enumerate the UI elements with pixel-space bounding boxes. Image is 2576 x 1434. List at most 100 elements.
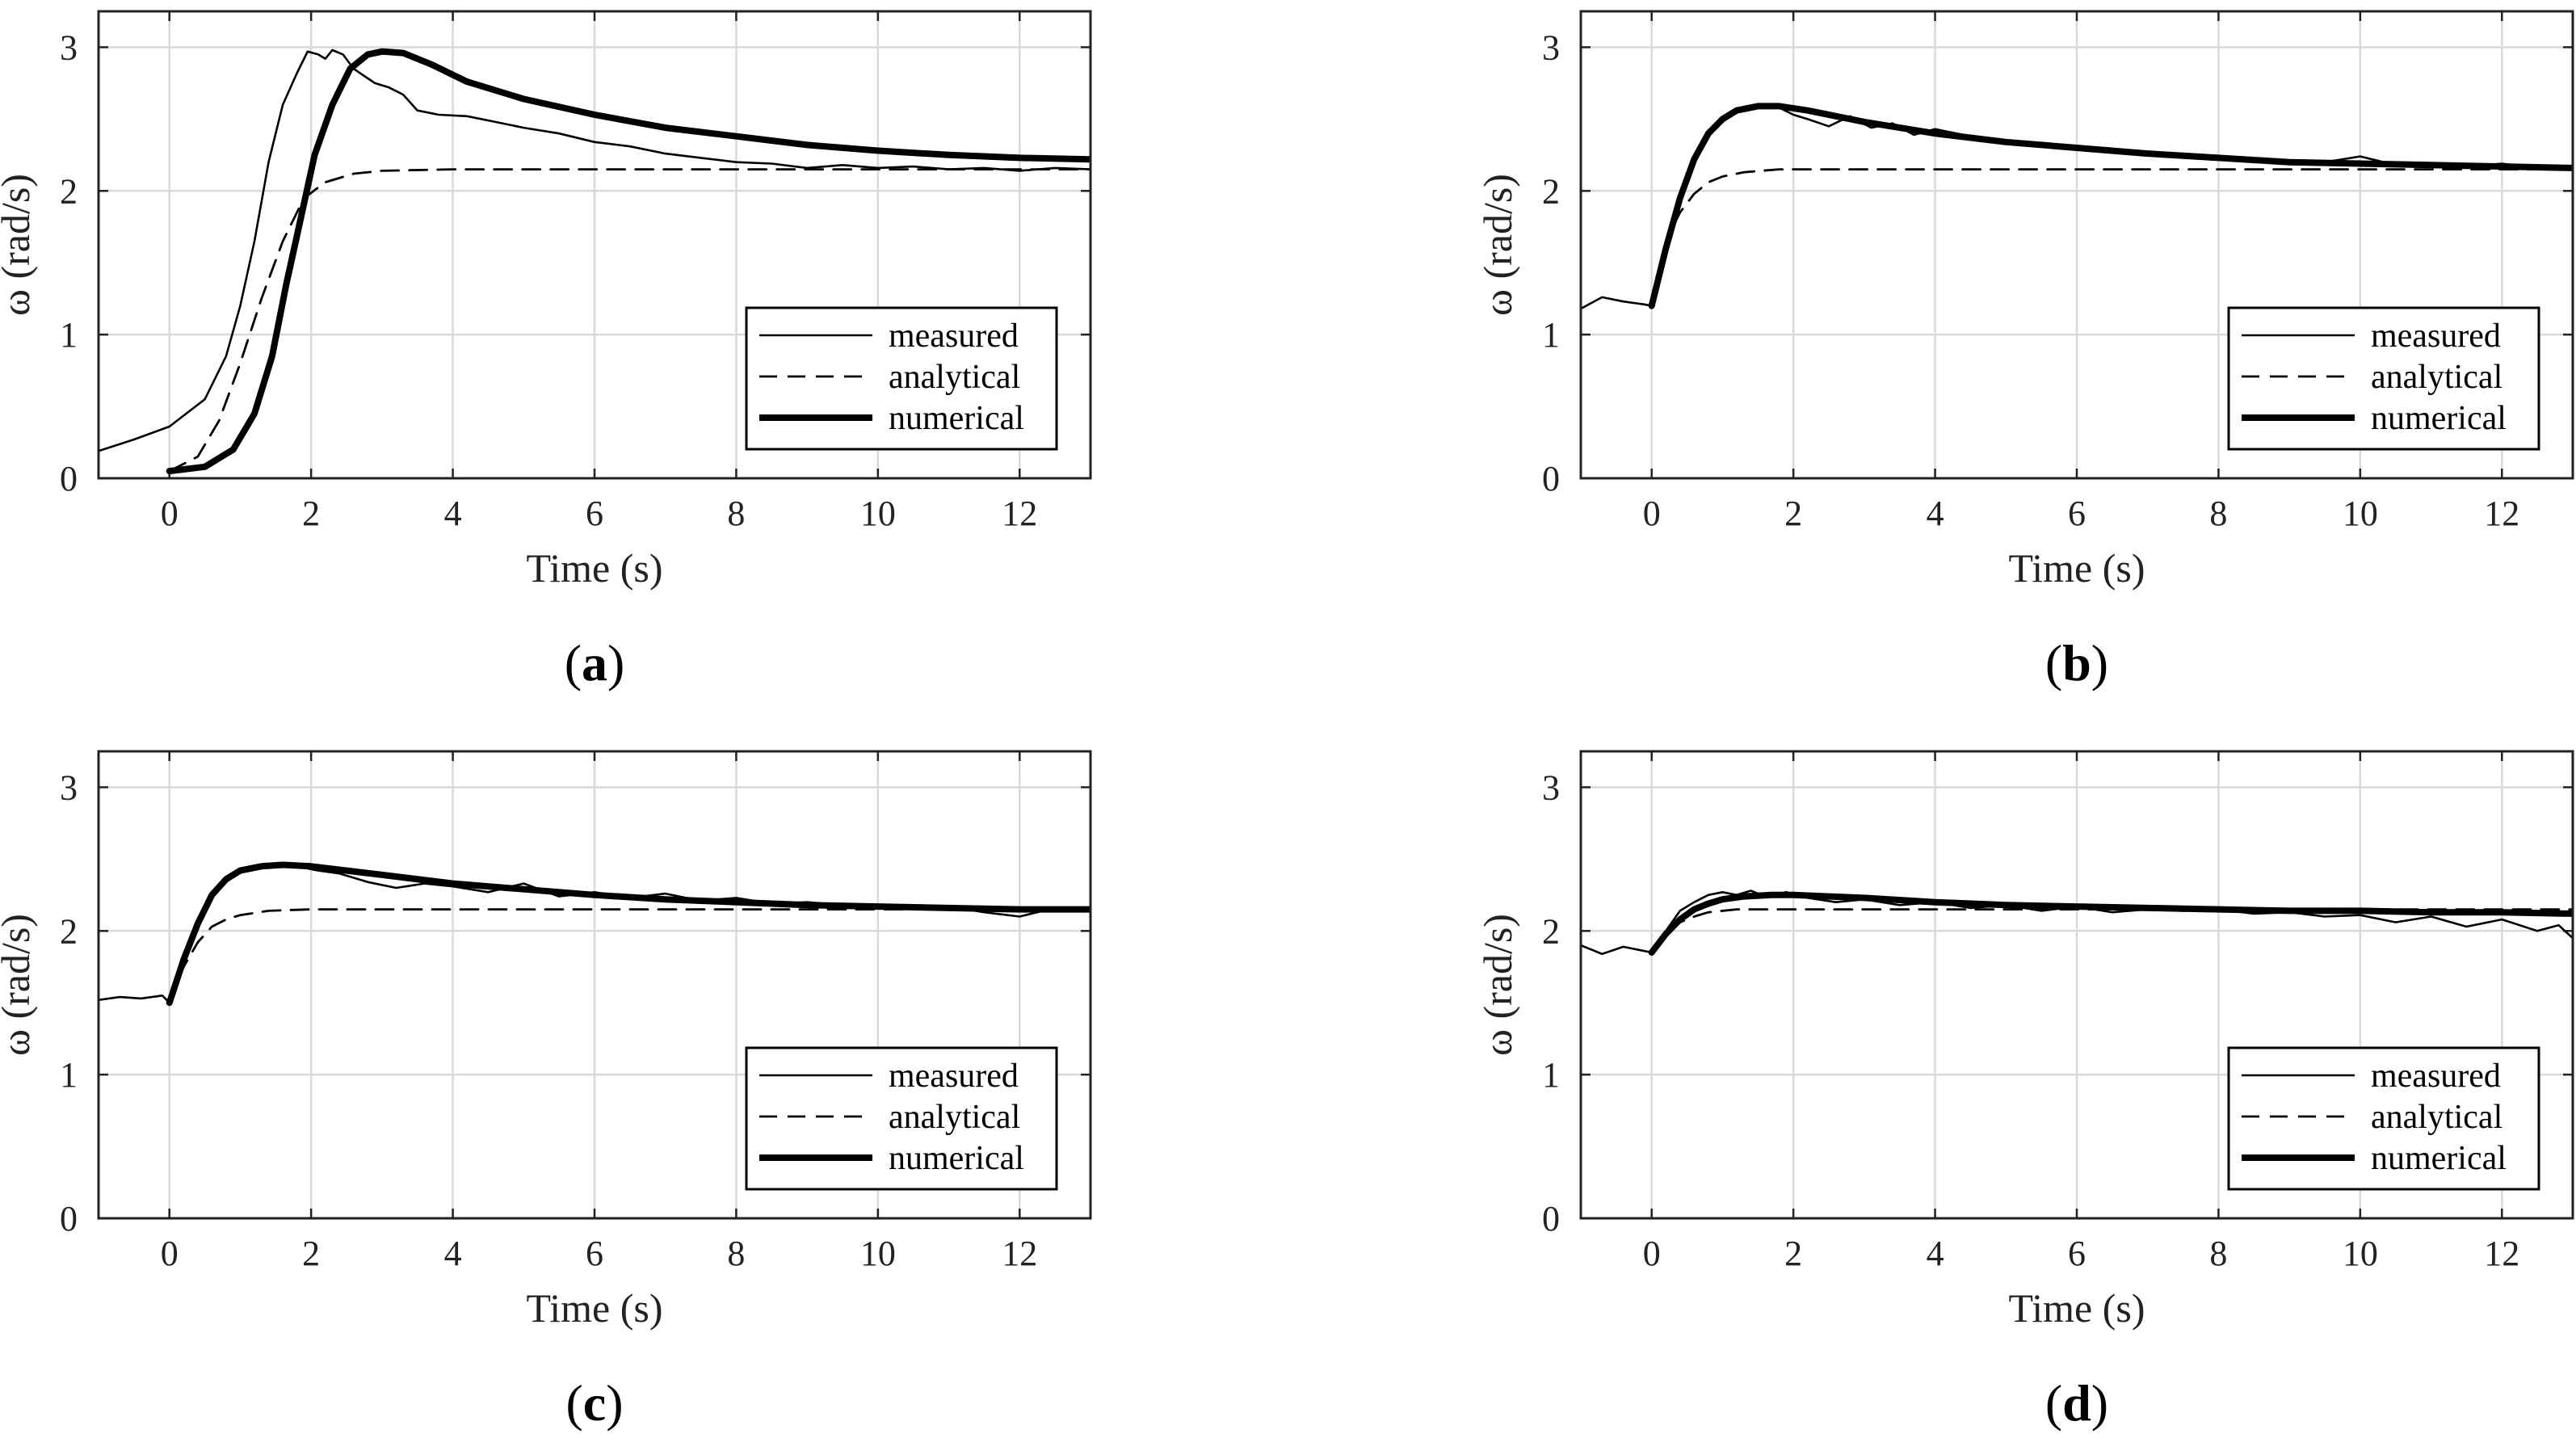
legend-label-analytical: analytical [2371,1099,2502,1136]
x-tick-label: 2 [1784,494,1802,533]
x-tick-label: 0 [1643,494,1661,533]
x-tick-label: 4 [1927,1234,1944,1273]
y-axis-label: ω (rad/s) [1475,914,1520,1056]
y-axis-label: ω (rad/s) [1475,174,1520,316]
chart-panel-a: 0 2 4 6 8 10 120123measuredanalyticalnumerical… [0,10,1092,692]
x-axis-label: Time (s) [526,1285,662,1331]
x-axis-label: Time (s) [2008,545,2145,591]
x-tick-label: 10 [2343,1234,2378,1273]
legend: measured analytical numerical [2227,1046,2540,1191]
x-axis-label: Time (s) [526,545,662,591]
y-tick-label: 1 [1542,1055,1560,1095]
x-tick-label: 4 [1927,494,1944,533]
legend-label-numerical: numerical [2371,1140,2507,1177]
x-tick-label: 4 [444,494,462,533]
panel-label-open-paren: ( [2045,1374,2062,1432]
legend-label-analytical: analytical [889,1099,1020,1136]
x-tick-label: 6 [586,1234,603,1273]
panel-label-open-paren: ( [565,1374,582,1432]
panel-label-open-paren: ( [565,634,582,692]
panel-label: (d) [2045,1374,2108,1432]
y-tick-label: 2 [60,911,78,951]
x-tick-label: 12 [1002,494,1037,533]
legend-label-numerical: numerical [2371,400,2507,437]
panel-label: (c) [565,1374,623,1432]
panel-label-open-paren: ( [2045,634,2062,692]
y-tick-label: 3 [60,27,78,67]
x-tick-label: 10 [860,494,896,533]
x-tick-label: 8 [727,494,745,533]
y-tick-label: 0 [1542,1199,1560,1238]
legend-box [2227,306,2540,451]
y-tick-label: 0 [60,459,78,498]
x-tick-label: 2 [302,1234,320,1273]
series-numerical-line [1648,103,2573,309]
legend-label-analytical: analytical [889,359,1020,396]
panel-label-letter: d [2062,1374,2091,1432]
legend-label-measured: measured [889,1058,1019,1095]
panel-label: (b) [2045,634,2108,692]
axes-frame [97,750,1092,1220]
y-tick-label: 2 [60,171,78,211]
legend-box [745,1046,1058,1191]
axes-frame [1579,10,2574,480]
panel-label-close-paren: ) [606,1374,623,1432]
y-tick-label: 2 [1542,171,1560,211]
y-tick-label: 3 [1542,27,1560,67]
legend: measured analytical numerical [745,1046,1058,1191]
x-tick-label: 12 [2484,1234,2519,1273]
chart-panel-d: 0 2 4 6 8 10 120123measuredanalyticalnumerical… [1475,750,2574,1432]
panel-label-close-paren: ) [607,634,624,692]
series-numerical-line [166,48,1090,475]
panel-label-close-paren: ) [2091,634,2108,692]
panel-label: (a) [565,634,625,692]
x-tick-label: 2 [1784,1234,1802,1273]
x-tick-label: 2 [302,494,320,533]
series-measured-line [99,48,1090,452]
y-tick-label: 1 [60,1055,78,1095]
legend-box [2227,1046,2540,1191]
x-tick-label: 0 [161,1234,179,1273]
chart-panel-b: 0 2 4 6 8 10 120123measuredanalyticalnumerical… [1475,10,2574,692]
legend-label-analytical: analytical [2371,359,2502,396]
x-tick-label: 8 [2209,494,2227,533]
y-axis-label: ω (rad/s) [0,174,38,316]
x-tick-label: 6 [2068,494,2086,533]
panel-label-letter: b [2062,634,2091,692]
y-tick-label: 2 [1542,911,1560,951]
x-tick-label: 6 [586,494,603,533]
panel-label-close-paren: ) [2091,1374,2108,1432]
x-tick-label: 12 [2484,494,2519,533]
x-axis-label: Time (s) [2008,1285,2145,1331]
legend-box [745,306,1058,451]
x-tick-label: 10 [860,1234,896,1273]
legend: measured analytical numerical [2227,306,2540,451]
chart-panel-c: 0 2 4 6 8 10 120123measuredanalyticalnumerical… [0,750,1092,1432]
y-tick-label: 0 [60,1199,78,1238]
y-tick-label: 3 [60,767,78,807]
x-tick-label: 6 [2068,1234,2086,1273]
series-numerical-line [166,861,1090,1007]
panel-label-letter: c [583,1374,606,1432]
x-tick-label: 0 [1643,1234,1661,1273]
legend-label-numerical: numerical [889,1140,1024,1177]
y-axis-label: ω (rad/s) [0,914,38,1056]
y-tick-label: 1 [1542,315,1560,355]
legend-label-measured: measured [2371,1058,2501,1095]
axes-frame [97,10,1092,480]
legend: measured analytical numerical [745,306,1058,451]
legend-label-measured: measured [889,317,1019,355]
y-tick-label: 1 [60,315,78,355]
axes-frame [1579,750,2574,1220]
x-tick-label: 12 [1002,1234,1037,1273]
series-numerical-line [1648,891,2573,956]
legend-label-measured: measured [2371,317,2501,355]
series-analytical-line [1650,168,2573,307]
legend-label-numerical: numerical [889,400,1024,437]
x-tick-label: 8 [727,1234,745,1273]
series-analytical-line [168,908,1090,1004]
panel-label-letter: a [582,634,607,692]
x-tick-label: 8 [2209,1234,2227,1273]
x-tick-label: 10 [2343,494,2378,533]
